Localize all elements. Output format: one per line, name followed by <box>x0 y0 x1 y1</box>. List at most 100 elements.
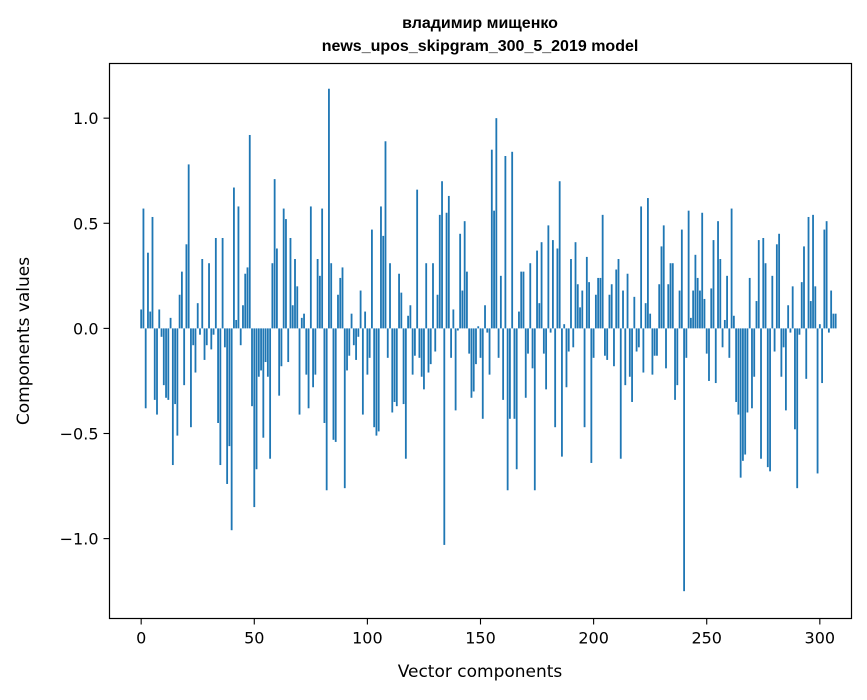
bar <box>404 328 407 459</box>
bar <box>382 235 385 329</box>
bar <box>355 328 357 360</box>
bar <box>147 252 149 329</box>
bar <box>174 328 177 405</box>
bar <box>366 328 369 375</box>
bar <box>332 328 335 440</box>
bar <box>504 156 507 329</box>
bar <box>753 328 756 377</box>
bar <box>807 216 810 329</box>
bar <box>260 328 262 371</box>
bar <box>438 214 441 329</box>
bar <box>721 328 724 348</box>
bar <box>823 229 826 329</box>
bar <box>361 328 364 415</box>
bar <box>199 328 201 335</box>
x-tick-label: 200 <box>578 629 609 648</box>
bar <box>149 311 152 329</box>
bar <box>665 328 667 369</box>
bar <box>348 328 351 356</box>
bar <box>771 275 774 329</box>
bar <box>185 244 188 329</box>
bar <box>214 237 217 329</box>
bar <box>540 242 543 329</box>
bar <box>212 328 215 335</box>
bar <box>210 328 213 350</box>
bar <box>825 221 828 329</box>
bar <box>732 315 735 329</box>
bar <box>300 317 303 329</box>
bar <box>364 311 367 329</box>
bar <box>386 328 389 358</box>
bar <box>570 259 572 329</box>
bar <box>312 328 314 388</box>
bar <box>178 294 181 329</box>
bar <box>271 263 274 329</box>
bar <box>780 328 783 377</box>
bar <box>556 248 559 329</box>
y-axis-ticks: −1.0 −0.5 0.0 0.5 1.0 <box>60 109 110 549</box>
bar <box>219 328 222 466</box>
y-tick-label: 0.5 <box>73 214 98 233</box>
bar <box>592 328 595 358</box>
x-tick-label: 100 <box>352 629 383 648</box>
bar <box>280 328 283 367</box>
bar <box>330 263 333 329</box>
bar <box>751 328 753 409</box>
bar <box>190 328 192 428</box>
bar <box>337 294 339 329</box>
bar <box>389 263 391 329</box>
bar <box>432 263 434 329</box>
bar <box>563 324 566 329</box>
bar <box>490 149 493 329</box>
bar <box>694 254 697 329</box>
bar <box>452 309 455 329</box>
bar <box>653 328 656 356</box>
bar <box>368 328 371 358</box>
bar <box>151 216 154 329</box>
bar <box>294 259 296 329</box>
bar <box>760 328 762 459</box>
x-axis-label: Vector components <box>398 662 563 682</box>
y-tick-label: 1.0 <box>73 109 98 128</box>
bar <box>447 195 450 329</box>
bar <box>529 263 532 329</box>
bar <box>805 328 808 379</box>
bar <box>561 328 563 457</box>
bar <box>359 290 362 329</box>
bar <box>443 328 446 545</box>
bar <box>717 221 719 329</box>
bar <box>588 282 590 329</box>
bar <box>637 328 640 348</box>
bar <box>350 313 353 329</box>
bar <box>427 328 430 373</box>
bar <box>782 328 785 348</box>
bar <box>796 328 799 489</box>
bar <box>278 328 281 396</box>
bar <box>626 273 629 329</box>
bar <box>692 290 695 329</box>
bar <box>418 328 421 358</box>
bar <box>341 267 344 329</box>
bar <box>515 328 518 470</box>
bar <box>683 328 685 592</box>
bar <box>619 328 622 459</box>
bar <box>140 309 143 329</box>
bar <box>576 284 579 329</box>
bar <box>380 206 382 329</box>
bar <box>233 187 235 329</box>
bar <box>513 328 516 419</box>
bar <box>171 328 174 466</box>
bar <box>649 313 652 329</box>
bar <box>434 328 437 352</box>
bar <box>737 328 740 415</box>
bar <box>251 328 253 407</box>
bar <box>531 328 534 369</box>
bar <box>617 259 620 329</box>
bar <box>794 328 796 430</box>
bar <box>624 328 627 386</box>
bar <box>477 326 480 329</box>
bar <box>762 237 765 329</box>
bar <box>809 301 812 329</box>
bar <box>144 328 147 409</box>
bar <box>660 246 663 329</box>
